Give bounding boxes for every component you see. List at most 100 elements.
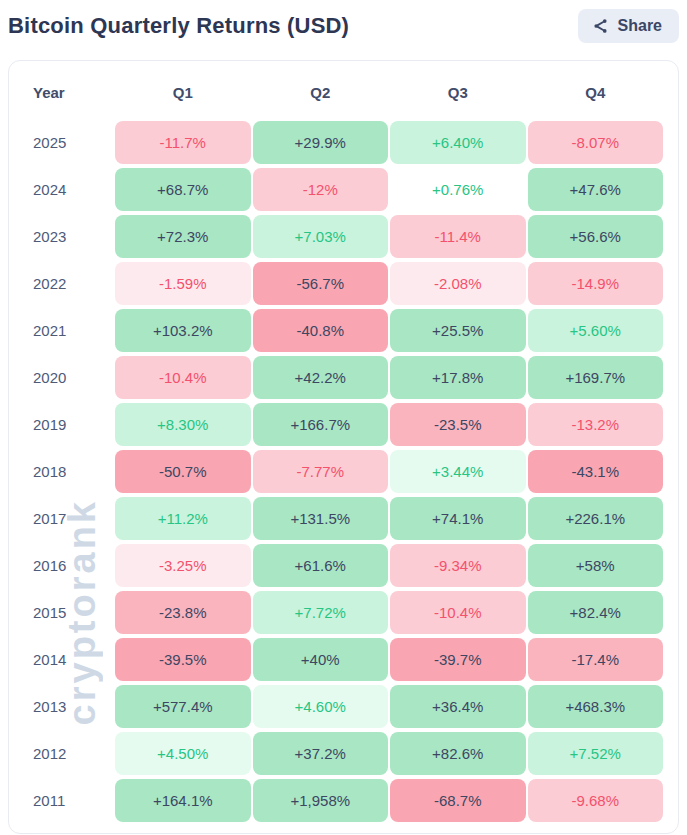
return-cell-2024-q2: -12% [253,168,389,211]
return-cell-2022-q3: -2.08% [390,262,526,305]
column-header-year: Year [25,84,113,101]
table-row-2025: 2025-11.7%+29.9%+6.40%-8.07% [9,121,678,164]
return-cell-2023-q2: +7.03% [253,215,389,258]
page-title: Bitcoin Quarterly Returns (USD) [8,13,349,39]
year-label: 2018 [25,450,113,493]
table-header-row: YearQ1Q2Q3Q4 [9,63,678,121]
table-row-2022: 2022-1.59%-56.7%-2.08%-14.9% [9,262,678,305]
return-cell-2012-q1: +4.50% [115,732,251,775]
table-row-2016: 2016-3.25%+61.6%-9.34%+58% [9,544,678,587]
return-cell-2011-q3: -68.7% [390,779,526,822]
table-row-2017: 2017+11.2%+131.5%+74.1%+226.1% [9,497,678,540]
return-cell-2015-q4: +82.4% [528,591,664,634]
return-cell-2017-q2: +131.5% [253,497,389,540]
return-cell-2016-q4: +58% [528,544,664,587]
year-label: 2023 [25,215,113,258]
return-cell-2022-q2: -56.7% [253,262,389,305]
year-label: 2024 [25,168,113,211]
return-cell-2019-q1: +8.30% [115,403,251,446]
column-header-q3: Q3 [390,84,526,101]
return-cell-2011-q1: +164.1% [115,779,251,822]
table-row-2015: 2015-23.8%+7.72%-10.4%+82.4% [9,591,678,634]
return-cell-2024-q1: +68.7% [115,168,251,211]
return-cell-2018-q4: -43.1% [528,450,664,493]
share-button-label: Share [618,17,662,35]
table-row-2020: 2020-10.4%+42.2%+17.8%+169.7% [9,356,678,399]
return-cell-2016-q3: -9.34% [390,544,526,587]
year-label: 2013 [25,685,113,728]
return-cell-2024-q4: +47.6% [528,168,664,211]
return-cell-2025-q4: -8.07% [528,121,664,164]
return-cell-2013-q3: +36.4% [390,685,526,728]
share-button[interactable]: Share [578,9,679,43]
return-cell-2013-q2: +4.60% [253,685,389,728]
return-cell-2025-q1: -11.7% [115,121,251,164]
return-cell-2018-q2: -7.77% [253,450,389,493]
year-label: 2016 [25,544,113,587]
table-row-2024: 2024+68.7%-12%+0.76%+47.6% [9,168,678,211]
return-cell-2020-q4: +169.7% [528,356,664,399]
table-row-2014: 2014-39.5%+40%-39.7%-17.4% [9,638,678,681]
return-cell-2022-q4: -14.9% [528,262,664,305]
table-row-2012: 2012+4.50%+37.2%+82.6%+7.52% [9,732,678,775]
return-cell-2022-q1: -1.59% [115,262,251,305]
return-cell-2025-q3: +6.40% [390,121,526,164]
table-row-2019: 2019+8.30%+166.7%-23.5%-13.2% [9,403,678,446]
share-icon [592,17,609,35]
return-cell-2023-q4: +56.6% [528,215,664,258]
return-cell-2017-q1: +11.2% [115,497,251,540]
return-cell-2019-q4: -13.2% [528,403,664,446]
column-header-q4: Q4 [528,84,664,101]
return-cell-2020-q1: -10.4% [115,356,251,399]
year-label: 2025 [25,121,113,164]
table-row-2023: 2023+72.3%+7.03%-11.4%+56.6% [9,215,678,258]
return-cell-2021-q4: +5.60% [528,309,664,352]
return-cell-2014-q3: -39.7% [390,638,526,681]
return-cell-2013-q1: +577.4% [115,685,251,728]
return-cell-2023-q3: -11.4% [390,215,526,258]
table-row-2021: 2021+103.2%-40.8%+25.5%+5.60% [9,309,678,352]
year-label: 2017 [25,497,113,540]
return-cell-2021-q3: +25.5% [390,309,526,352]
return-cell-2017-q3: +74.1% [390,497,526,540]
return-cell-2015-q2: +7.72% [253,591,389,634]
return-cell-2012-q2: +37.2% [253,732,389,775]
return-cell-2018-q3: +3.44% [390,450,526,493]
page-header: Bitcoin Quarterly Returns (USD) Share [0,0,687,48]
return-cell-2015-q3: -10.4% [390,591,526,634]
year-label: 2020 [25,356,113,399]
return-cell-2024-q3: +0.76% [390,168,526,211]
return-cell-2021-q2: -40.8% [253,309,389,352]
returns-table-card: cryptorank YearQ1Q2Q3Q4 2025-11.7%+29.9%… [8,60,679,834]
column-header-q2: Q2 [253,84,389,101]
return-cell-2012-q4: +7.52% [528,732,664,775]
return-cell-2025-q2: +29.9% [253,121,389,164]
table-row-2013: 2013+577.4%+4.60%+36.4%+468.3% [9,685,678,728]
year-label: 2021 [25,309,113,352]
return-cell-2013-q4: +468.3% [528,685,664,728]
return-cell-2019-q3: -23.5% [390,403,526,446]
return-cell-2011-q2: +1,958% [253,779,389,822]
return-cell-2016-q1: -3.25% [115,544,251,587]
year-label: 2022 [25,262,113,305]
year-label: 2012 [25,732,113,775]
return-cell-2014-q1: -39.5% [115,638,251,681]
return-cell-2016-q2: +61.6% [253,544,389,587]
table-row-2011: 2011+164.1%+1,958%-68.7%-9.68% [9,779,678,822]
return-cell-2015-q1: -23.8% [115,591,251,634]
column-header-q1: Q1 [115,84,251,101]
table-row-2018: 2018-50.7%-7.77%+3.44%-43.1% [9,450,678,493]
year-label: 2014 [25,638,113,681]
return-cell-2014-q4: -17.4% [528,638,664,681]
year-label: 2011 [25,779,113,822]
return-cell-2020-q2: +42.2% [253,356,389,399]
return-cell-2023-q1: +72.3% [115,215,251,258]
return-cell-2011-q4: -9.68% [528,779,664,822]
return-cell-2012-q3: +82.6% [390,732,526,775]
return-cell-2021-q1: +103.2% [115,309,251,352]
table-body: 2025-11.7%+29.9%+6.40%-8.07%2024+68.7%-1… [9,121,678,822]
return-cell-2019-q2: +166.7% [253,403,389,446]
return-cell-2014-q2: +40% [253,638,389,681]
year-label: 2015 [25,591,113,634]
return-cell-2018-q1: -50.7% [115,450,251,493]
